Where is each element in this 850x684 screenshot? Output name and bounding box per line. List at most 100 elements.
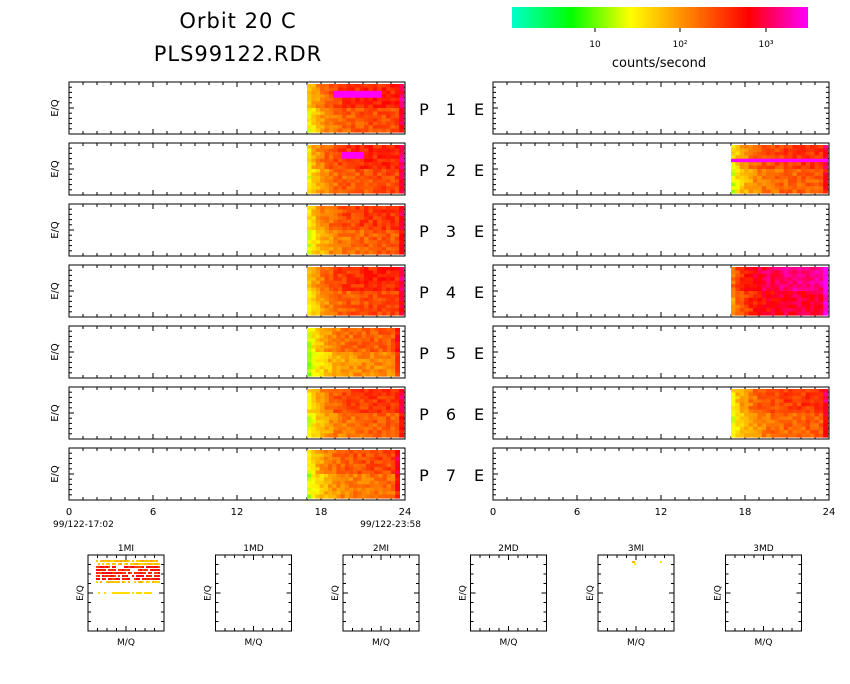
spectrogram-cell: [399, 250, 405, 255]
spectrogram-cell: [323, 470, 329, 475]
spectrogram-cell: [792, 416, 798, 421]
spectrogram-cell: [350, 301, 356, 306]
spectrogram-cell: [394, 186, 400, 191]
spectrogram-cell: [342, 273, 348, 278]
spectrogram-cell: [390, 111, 396, 116]
spectrogram-cell: [307, 450, 312, 455]
spectrogram-cell: [770, 304, 776, 309]
spectrogram-cell: [307, 280, 312, 285]
mass-panel-frame: [470, 554, 547, 632]
mass-pixel: [136, 563, 138, 565]
spectrogram-cell: [774, 179, 780, 184]
spectrogram-cell: [395, 456, 400, 461]
spectrogram-cell: [744, 399, 750, 404]
spectrogram-cell: [735, 413, 741, 418]
spectrogram-cell: [739, 151, 745, 156]
spectrogram-cell: [395, 470, 400, 475]
spectrogram-cell: [368, 284, 374, 289]
spectrogram-cell: [372, 413, 378, 418]
spectrogram-cell: [805, 280, 811, 285]
spectrogram-cell: [783, 277, 789, 282]
spectrogram-cell: [792, 165, 798, 170]
spectrogram-cell: [307, 162, 312, 167]
spectrogram-cell: [333, 301, 339, 306]
spectrogram-cell: [399, 97, 405, 102]
spectrogram-cell: [361, 453, 367, 458]
spectrogram-cell: [342, 118, 348, 123]
spectrogram-cell: [801, 389, 807, 394]
spectrogram-cell: [381, 236, 387, 241]
spectrogram-cell: [394, 419, 400, 424]
mass-pixel: [102, 572, 104, 574]
spectrogram-cell: [346, 111, 352, 116]
spectrogram-cell: [766, 430, 772, 435]
spectrogram-cell: [382, 328, 388, 333]
spectrogram-cell: [337, 216, 343, 221]
spectrogram-cell: [381, 277, 387, 282]
spectrogram-cell: [319, 460, 325, 465]
spectrogram-cell: [368, 233, 374, 238]
spectrogram-cell: [355, 158, 361, 163]
spectrogram-cell: [391, 372, 396, 377]
spectrogram-cell: [337, 284, 343, 289]
spectrogram-cell: [386, 240, 392, 245]
spectrogram-cell: [810, 433, 816, 438]
spectrogram-cell: [311, 395, 317, 400]
spectrogram-cell: [810, 267, 816, 272]
spectrogram-cell: [372, 97, 378, 102]
spectrogram-cell: [748, 267, 754, 272]
spectrogram-cell: [307, 172, 312, 177]
spectrogram-cell: [805, 172, 811, 177]
spectrogram-cell: [372, 155, 378, 160]
spectrogram-cell: [390, 236, 396, 241]
mass-pixel: [108, 569, 110, 571]
spectrogram-cell: [311, 226, 317, 231]
spectrogram-cell: [346, 409, 352, 414]
spectrogram-cell: [761, 270, 767, 275]
spectrogram-cell: [399, 416, 405, 421]
spectrogram-cell: [731, 284, 736, 289]
spectrogram-cell: [319, 345, 325, 350]
spectrogram-cell: [757, 172, 763, 177]
spectrogram-cell: [372, 236, 378, 241]
spectrogram-cell: [395, 487, 400, 492]
spectrogram-cell: [823, 189, 829, 194]
spectrogram-cell: [796, 145, 802, 150]
spectrogram-cell: [361, 352, 367, 357]
spectrogram-cell: [364, 87, 370, 92]
spectrogram-cell: [818, 430, 824, 435]
spectrogram-cell: [783, 284, 789, 289]
spectrogram-cell: [394, 402, 400, 407]
mass-pixel: [142, 563, 144, 565]
spectrogram-cell: [311, 433, 317, 438]
spectrogram-cell: [810, 291, 816, 296]
spectrogram-cell: [307, 341, 312, 346]
spectrogram-cell: [381, 189, 387, 194]
spectrogram-cell: [342, 430, 348, 435]
spectrogram-cell: [386, 426, 392, 431]
spectrogram-cell: [364, 297, 370, 302]
spectrogram-cell: [744, 416, 750, 421]
spectrogram-cell: [805, 392, 811, 397]
mass-pixel: [100, 581, 102, 583]
spectrogram-cell: [788, 389, 794, 394]
spectrogram-cell: [766, 399, 772, 404]
spectrogram-cell: [391, 453, 396, 458]
mass-pixel: [122, 578, 124, 580]
spectrogram-cell: [370, 355, 375, 360]
spectrogram-cell: [390, 423, 396, 428]
spectrogram-cell: [336, 494, 342, 499]
spectrogram-cell: [788, 175, 794, 180]
spectrogram-cell: [315, 456, 321, 461]
spectrogram-cell: [818, 172, 824, 177]
spectrogram-cell: [394, 233, 400, 238]
spectrogram-cell: [731, 189, 736, 194]
spectrogram-cell: [372, 409, 378, 414]
spectrogram-cell: [386, 182, 392, 187]
spectrogram-cell: [814, 148, 820, 153]
spectrogram-cell: [359, 111, 365, 116]
spectrogram-cell: [355, 280, 361, 285]
spectrogram-cell: [349, 450, 354, 455]
spectrogram-cell: [818, 165, 824, 170]
spectrogram-cell: [353, 352, 358, 357]
